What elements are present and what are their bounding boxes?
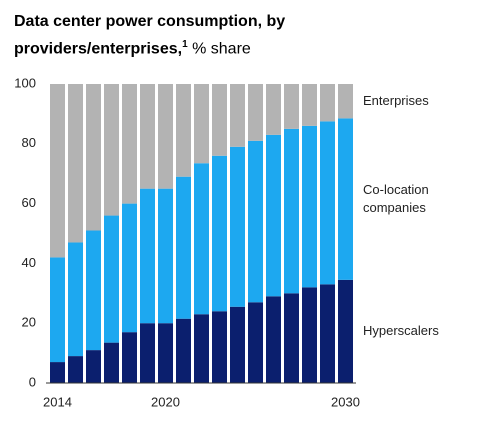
bar-segment xyxy=(140,323,155,383)
bar-segment xyxy=(284,84,299,129)
chart-subtitle: % share xyxy=(192,40,251,58)
bar-segment xyxy=(284,128,299,294)
x-tick-label: 2020 xyxy=(151,394,180,409)
y-tick-label: 40 xyxy=(22,255,36,270)
bar-segment xyxy=(68,84,83,243)
bar-segment xyxy=(86,350,101,383)
legend-label: Co-location companies xyxy=(363,182,429,216)
y-tick-label: 0 xyxy=(29,374,36,389)
bar-segment xyxy=(302,125,317,288)
bar-segment xyxy=(248,140,263,303)
bar-segment xyxy=(338,118,353,280)
bar-segment xyxy=(320,84,335,122)
bar-segment xyxy=(140,188,155,324)
legend-label: Enterprises xyxy=(363,93,429,109)
legend-label: Hyperscalers xyxy=(363,323,439,339)
bar-segment xyxy=(302,84,317,126)
bar-segment xyxy=(194,84,209,164)
x-tick-label: 2014 xyxy=(43,394,72,409)
y-tick-label: 20 xyxy=(22,315,36,330)
bar-segment xyxy=(212,84,227,156)
bar-segment xyxy=(68,356,83,383)
bar-segment xyxy=(248,302,263,383)
bar-segment xyxy=(104,342,119,383)
bar-segment xyxy=(50,84,65,258)
bar-segment xyxy=(338,84,353,119)
bar-segment xyxy=(158,188,173,324)
bar-segment xyxy=(194,163,209,315)
bar-segment xyxy=(86,84,101,231)
chart-title: Data center power consumption, by provid… xyxy=(14,13,286,58)
bar-segment xyxy=(212,311,227,383)
bar-segment xyxy=(104,84,119,216)
bar-segment xyxy=(266,296,281,383)
bar-segment xyxy=(338,279,353,383)
bar-segment xyxy=(68,242,83,357)
bar-segment xyxy=(320,284,335,383)
bar-segment xyxy=(158,323,173,383)
bar-segment xyxy=(122,203,137,333)
x-tick-label: 2030 xyxy=(331,394,360,409)
bar-segment xyxy=(194,314,209,383)
footnote-marker: 1 xyxy=(182,39,188,50)
y-tick-label: 100 xyxy=(14,75,36,90)
bar-segment xyxy=(230,84,245,147)
bar-segment xyxy=(50,362,65,383)
bar-segment xyxy=(176,84,191,177)
bar-segment xyxy=(302,287,317,383)
bar-segment xyxy=(176,318,191,383)
bar-segment xyxy=(284,293,299,383)
bar-segment xyxy=(122,84,137,204)
bar-segment xyxy=(86,230,101,351)
bar-segment xyxy=(50,257,65,363)
bar-segment xyxy=(212,155,227,312)
bar-segment xyxy=(122,332,137,383)
bar-segment xyxy=(320,121,335,285)
title-block: Data center power consumption, by provid… xyxy=(14,10,294,60)
bar-segment xyxy=(266,84,281,135)
y-tick-label: 80 xyxy=(22,135,36,150)
bar-segment xyxy=(266,134,281,297)
bar-segment xyxy=(140,84,155,189)
bar-segment xyxy=(230,146,245,307)
bar-segment xyxy=(230,306,245,383)
bar-segment xyxy=(176,176,191,319)
y-tick-label: 60 xyxy=(22,195,36,210)
bar-segment xyxy=(104,215,119,343)
bar-segment xyxy=(248,84,263,141)
bar-segment xyxy=(158,84,173,189)
